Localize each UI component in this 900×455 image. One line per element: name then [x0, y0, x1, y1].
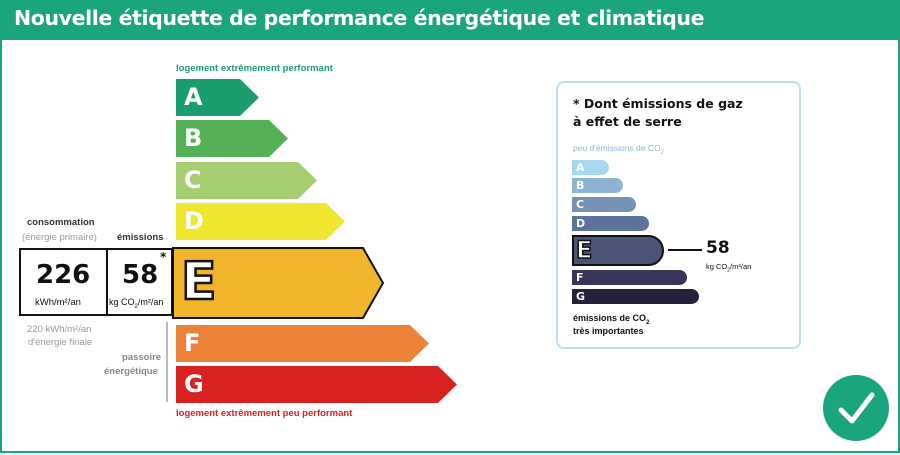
ges-bar-e — [572, 235, 664, 266]
header-banner: Nouvelle étiquette de performance énergé… — [0, 0, 900, 40]
ges-bar-letter-f: F — [576, 271, 584, 284]
dpe-bar-letter-d: D — [184, 207, 204, 235]
dpe-bar-letter-b: B — [184, 124, 203, 152]
page-title: Nouvelle étiquette de performance énergé… — [14, 6, 705, 30]
ges-panel — [556, 81, 801, 349]
ges-unit: kg CO2/m²/an — [706, 262, 751, 274]
ges-bar-b — [572, 178, 623, 193]
emissions-unit: kg CO2/m²/an — [109, 297, 163, 310]
dpe-top-label: logement extrêmement performant — [176, 63, 333, 74]
final-energy-line2: d'énergie finale — [28, 337, 93, 348]
consumption-subtitle: (énergie primaire) — [22, 232, 97, 243]
dpe-bar-c — [176, 162, 317, 199]
ges-bar-d — [572, 216, 649, 231]
ges-bar-g — [572, 289, 699, 304]
ges-bar-letter-b: B — [576, 179, 585, 192]
ges-top-label: peu d'émissions de CO2 — [573, 143, 664, 156]
ges-bottom-label-a: émissions de CO — [573, 313, 647, 323]
dpe-bar-letter-c: C — [184, 166, 202, 194]
ges-bar-letter-a: A — [576, 161, 585, 174]
ges-top-label-a: peu d'émissions de CO — [573, 143, 661, 153]
consumption-value: 226 — [36, 260, 91, 290]
dpe-bar-letter-f: F — [184, 329, 201, 357]
emissions-unit-sub: 2 — [134, 303, 138, 310]
consumption-title: consommation — [27, 217, 95, 228]
emissions-title: émissions — [117, 232, 164, 243]
asterisk: * — [160, 250, 167, 264]
ges-bar-letter-g: G — [576, 290, 586, 303]
dpe-bottom-label: logement extrêmement peu performant — [176, 408, 353, 419]
ges-bottom-label-line2: très importantes — [573, 326, 644, 336]
ges-bottom-label-sub: 2 — [646, 319, 650, 326]
ges-bar-c — [572, 197, 636, 212]
label-frame — [0, 40, 900, 453]
ges-value: 58 — [706, 238, 730, 258]
ges-unit-sub: 2 — [727, 267, 731, 274]
dpe-bar-letter-a: A — [184, 83, 203, 111]
ges-bar-letter-d: D — [576, 217, 586, 230]
emissions-value: 58 — [122, 260, 159, 290]
dpe-bar-b — [176, 120, 288, 157]
emissions-unit-b: /m²/an — [137, 297, 164, 307]
checkmark-icon — [838, 392, 875, 424]
dpe-bar-g — [176, 366, 457, 403]
ges-title-line1: * Dont émissions de gaz — [573, 96, 743, 111]
ges-bar-letter-c: C — [576, 198, 585, 211]
dpe-bar-letter-g: G — [184, 370, 204, 398]
passoire-line1: passoire — [122, 352, 162, 363]
dpe-bar-a — [176, 79, 259, 116]
ges-bottom-label-line1: émissions de CO2 — [573, 313, 649, 326]
emissions-unit-a: kg CO — [109, 297, 135, 307]
ges-bar-letter-e: E — [575, 235, 593, 265]
dpe-bar-d — [176, 203, 345, 240]
final-energy-line1: 220 kWh/m²/an — [27, 324, 92, 335]
ges-bar-f — [572, 270, 687, 285]
dpe-bar-e — [172, 247, 385, 319]
ges-top-label-sub: 2 — [660, 149, 664, 156]
passoire-divider — [166, 322, 168, 402]
consumption-unit: kWh/m²/an — [35, 297, 81, 308]
ges-unit-b: /m²/an — [730, 262, 752, 271]
checkmark-badge — [823, 375, 889, 441]
ges-unit-a: kg CO — [706, 262, 728, 271]
ges-pointer-line — [668, 249, 702, 251]
dpe-bar-f — [176, 325, 429, 362]
ges-bar-a — [572, 160, 609, 175]
ges-title-line2: à effet de serre — [573, 114, 682, 129]
dpe-bar-letter-e: E — [180, 251, 218, 314]
passoire-line2: énergétique — [104, 366, 158, 377]
value-box — [19, 248, 173, 316]
value-divider — [106, 250, 108, 314]
